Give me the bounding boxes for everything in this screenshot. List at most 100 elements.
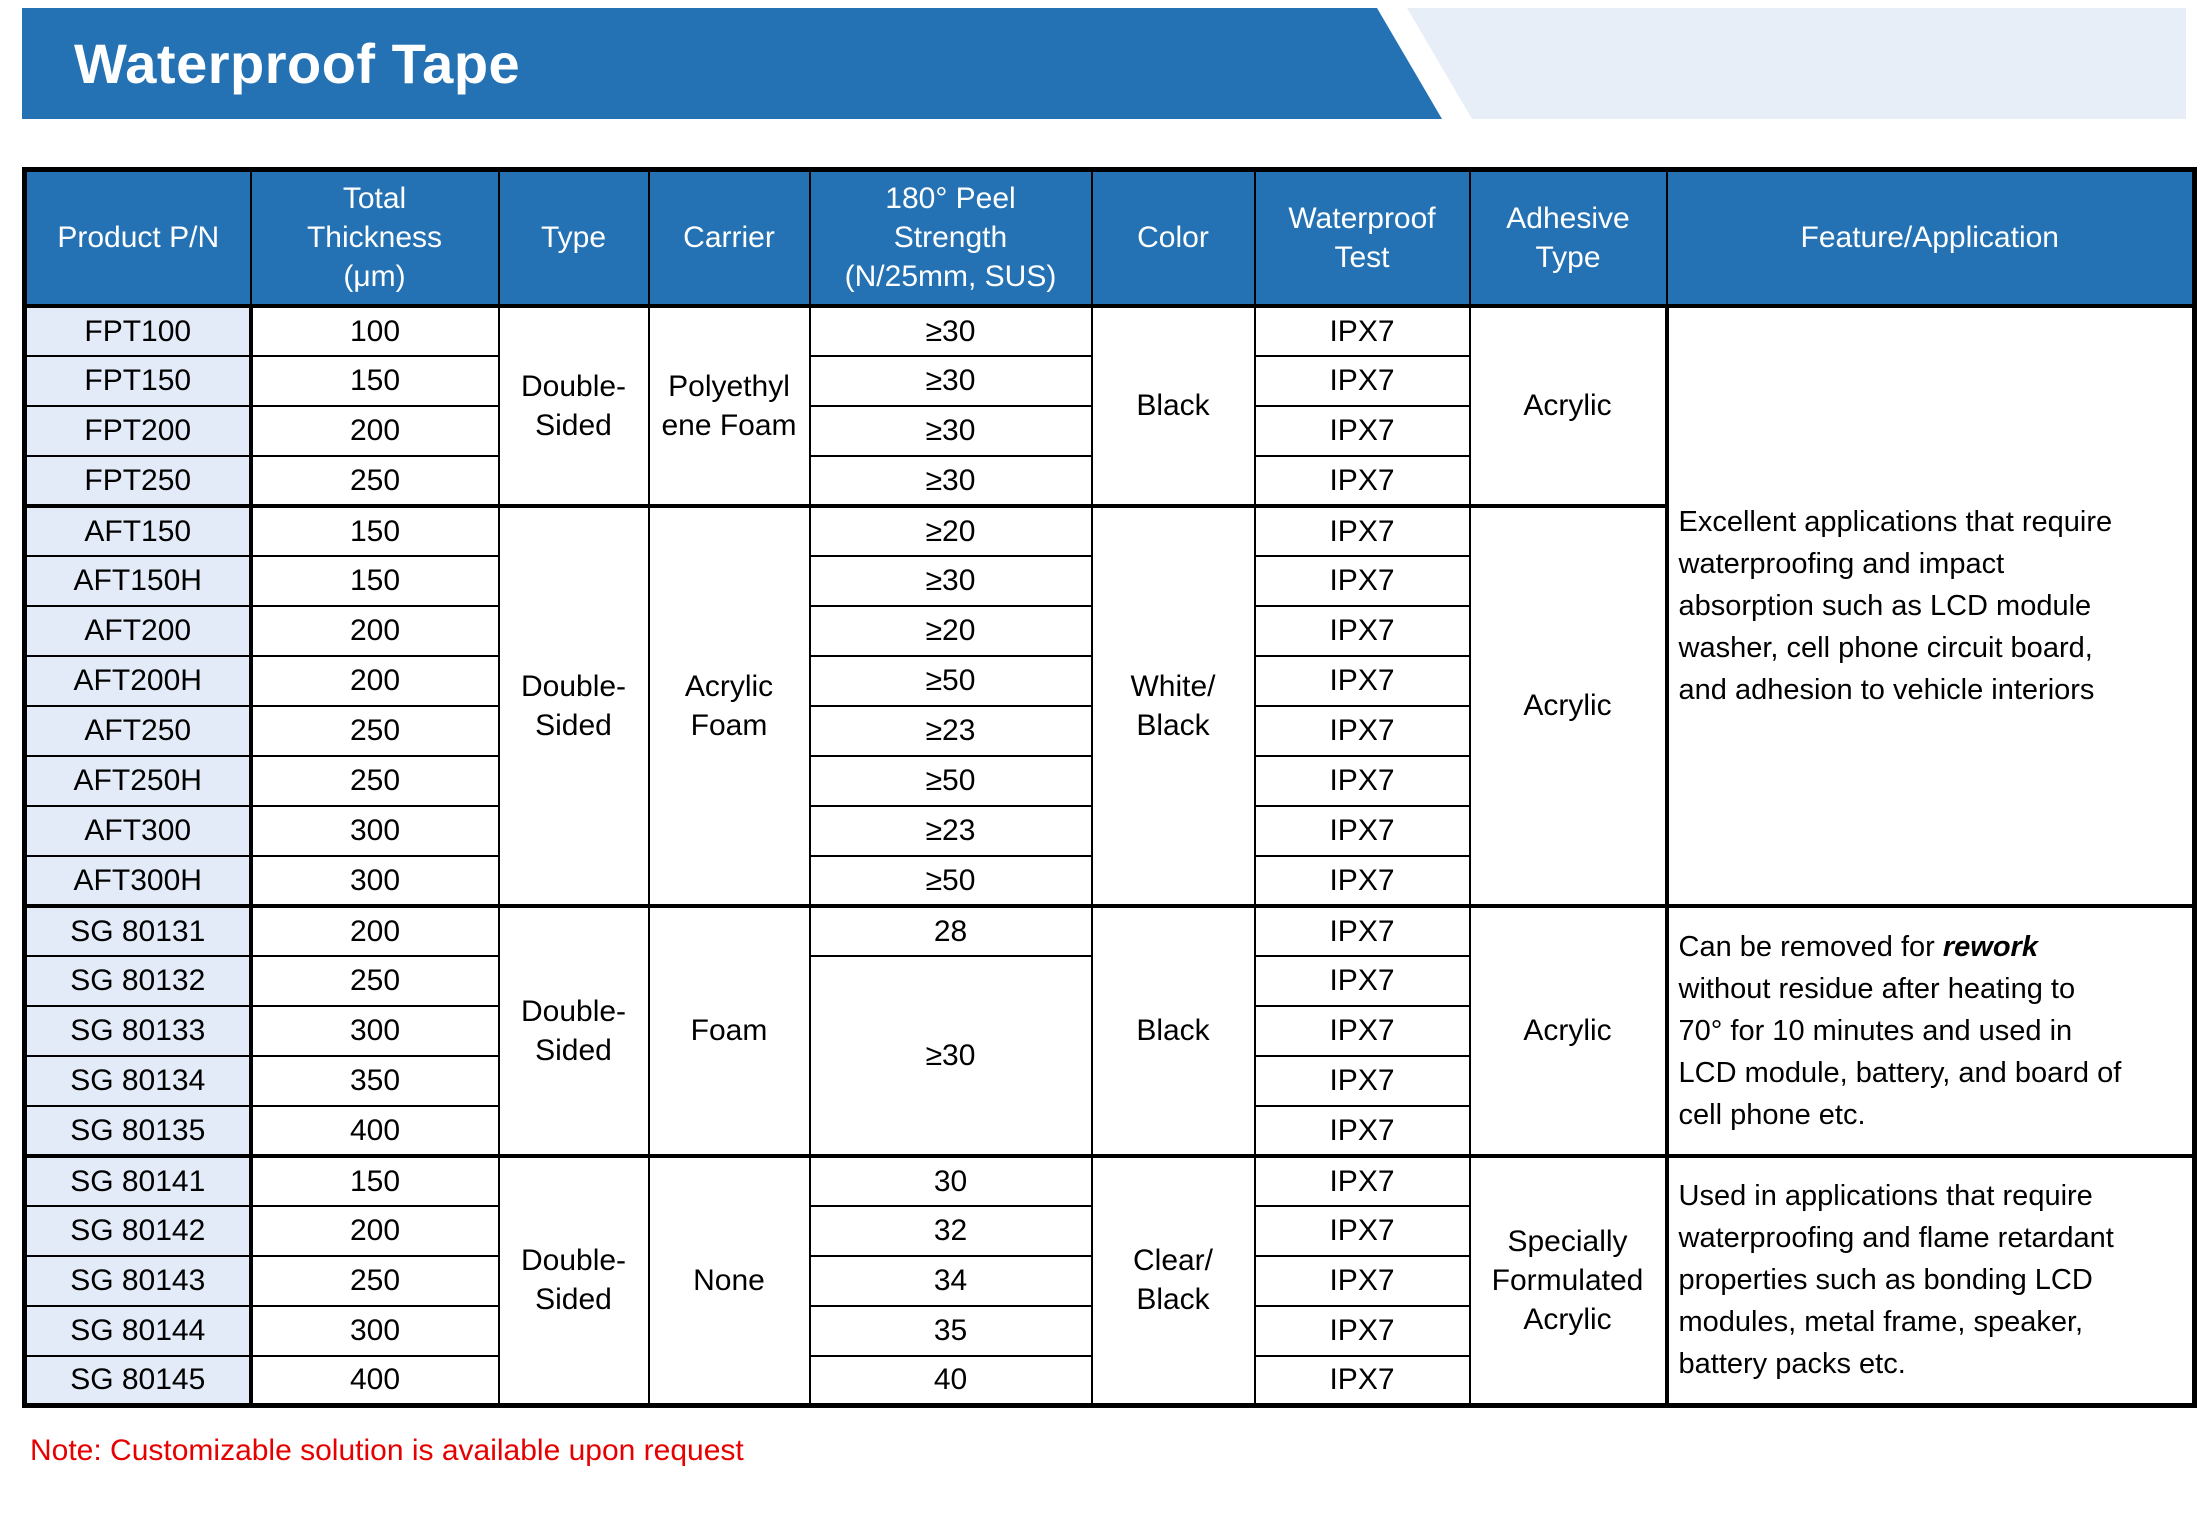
feature-text: Used in applications that require waterp… xyxy=(1678,1180,2114,1381)
table-row: AFT300 300 ≥23 IPX7 xyxy=(23,804,2195,857)
cell-waterproof-test: IPX7 xyxy=(1253,804,1471,857)
cell-waterproof-test: IPX7 xyxy=(1253,854,1471,907)
cell-thickness: 200 xyxy=(249,604,500,657)
table-row: AFT200H 200 ≥50 IPX7 xyxy=(23,654,2195,707)
cell-waterproof-test: IPX7 xyxy=(1253,354,1471,407)
cell-type: Double- Sided xyxy=(497,304,650,507)
cell-peel: ≥20 xyxy=(808,503,1093,557)
cell-waterproof-test: IPX7 xyxy=(1253,1204,1471,1257)
cell-product-pn: SG 80144 xyxy=(23,1304,253,1357)
cell-color: Clear/ Black xyxy=(1090,1153,1256,1407)
banner-accent-strip xyxy=(1407,8,2186,119)
cell-type: Double- Sided xyxy=(497,503,650,907)
cell-waterproof-test: IPX7 xyxy=(1253,554,1471,607)
cell-adhesive: Acrylic xyxy=(1468,304,1668,507)
cell-product-pn: FPT100 xyxy=(23,304,253,357)
cell-thickness: 250 xyxy=(249,1254,500,1307)
cell-thickness: 200 xyxy=(249,404,500,457)
cell-waterproof-test: IPX7 xyxy=(1253,1104,1471,1157)
cell-peel: ≥50 xyxy=(808,754,1093,807)
cell-waterproof-test: IPX7 xyxy=(1253,604,1471,657)
cell-waterproof-test: IPX7 xyxy=(1253,1254,1471,1307)
cell-peel: ≥30 xyxy=(808,354,1093,407)
table-row: FPT250 250 ≥30 IPX7 xyxy=(23,454,2195,507)
cell-product-pn: AFT200H xyxy=(23,654,253,707)
cell-thickness: 250 xyxy=(249,954,500,1007)
cell-peel: 34 xyxy=(808,1254,1093,1307)
column-header-waterproof-test: Waterproof Test xyxy=(1253,168,1471,308)
cell-feature-application: Used in applications that require waterp… xyxy=(1664,1153,2196,1407)
cell-product-pn: AFT300 xyxy=(23,804,253,857)
cell-product-pn: SG 80143 xyxy=(23,1254,253,1307)
cell-waterproof-test: IPX7 xyxy=(1253,754,1471,807)
cell-product-pn: AFT150 xyxy=(23,503,253,557)
cell-waterproof-test: IPX7 xyxy=(1253,903,1471,957)
cell-peel: ≥30 xyxy=(808,454,1093,507)
cell-product-pn: AFT300H xyxy=(23,854,253,907)
cell-feature-application: Can be removed for rework without residu… xyxy=(1664,903,2196,1157)
cell-peel: ≥23 xyxy=(808,704,1093,757)
cell-feature-application: Excellent applications that require wate… xyxy=(1664,304,2196,907)
cell-thickness: 200 xyxy=(249,1204,500,1257)
cell-peel: ≥50 xyxy=(808,654,1093,707)
cell-waterproof-test: IPX7 xyxy=(1253,704,1471,757)
cell-adhesive: Specially Formulated Acrylic xyxy=(1468,1153,1668,1407)
cell-thickness: 150 xyxy=(249,1153,500,1207)
cell-adhesive: Acrylic xyxy=(1468,903,1668,1157)
cell-thickness: 100 xyxy=(249,304,500,357)
cell-peel: 32 xyxy=(808,1204,1093,1257)
page-title: Waterproof Tape xyxy=(74,32,521,95)
cell-color: Black xyxy=(1090,903,1256,1157)
cell-product-pn: SG 80131 xyxy=(23,903,253,957)
cell-waterproof-test: IPX7 xyxy=(1253,404,1471,457)
cell-color: Black xyxy=(1090,304,1256,507)
cell-thickness: 400 xyxy=(249,1354,500,1407)
cell-waterproof-test: IPX7 xyxy=(1253,304,1471,357)
banner-blue-shape xyxy=(22,8,1442,119)
cell-product-pn: SG 80133 xyxy=(23,1004,253,1057)
table-row: SG 80132 250 ≥30 IPX7 xyxy=(23,954,2195,1157)
table-row: AFT250H 250 ≥50 IPX7 xyxy=(23,754,2195,807)
cell-thickness: 250 xyxy=(249,454,500,507)
cell-thickness: 300 xyxy=(249,1004,500,1057)
table-row: FPT200 200 ≥30 IPX7 xyxy=(23,404,2195,457)
cell-carrier: Polyethyl ene Foam xyxy=(647,304,811,507)
table-row: SG 80133 300 IPX7 xyxy=(23,1004,2195,1057)
cell-peel: 30 xyxy=(808,1153,1093,1207)
cell-waterproof-test: IPX7 xyxy=(1253,1304,1471,1357)
cell-type: Double- Sided xyxy=(497,1153,650,1407)
cell-waterproof-test: IPX7 xyxy=(1253,503,1471,557)
cell-waterproof-test: IPX7 xyxy=(1253,454,1471,507)
table-row: AFT250 250 ≥23 IPX7 xyxy=(23,704,2195,757)
cell-peel: ≥30 xyxy=(808,554,1093,607)
cell-waterproof-test: IPX7 xyxy=(1253,1354,1471,1407)
column-header-adhesive-type: Adhesive Type xyxy=(1468,168,1668,308)
column-header-peel-strength: 180° Peel Strength (N/25mm, SUS) xyxy=(808,168,1093,308)
cell-carrier: None xyxy=(647,1153,811,1407)
cell-type: Double- Sided xyxy=(497,903,650,1157)
column-header-color: Color xyxy=(1090,168,1256,308)
cell-thickness: 200 xyxy=(249,903,500,957)
cell-product-pn: FPT150 xyxy=(23,354,253,407)
cell-thickness: 300 xyxy=(249,804,500,857)
cell-thickness: 250 xyxy=(249,754,500,807)
table-row: AFT200 200 ≥20 IPX7 xyxy=(23,604,2195,657)
cell-peel: 28 xyxy=(808,903,1093,957)
column-header-type: Type xyxy=(497,168,650,308)
cell-product-pn: AFT150H xyxy=(23,554,253,607)
cell-peel: ≥30 xyxy=(808,954,1093,1157)
cell-thickness: 250 xyxy=(249,704,500,757)
cell-thickness: 350 xyxy=(249,1054,500,1107)
cell-product-pn: AFT250 xyxy=(23,704,253,757)
cell-peel: 35 xyxy=(808,1304,1093,1357)
table-row: SG 80145 400 40 IPX7 xyxy=(23,1354,2195,1407)
cell-adhesive: Acrylic xyxy=(1468,503,1668,907)
cell-product-pn: SG 80141 xyxy=(23,1153,253,1207)
column-header-product-pn: Product P/N xyxy=(23,168,252,308)
cell-peel: ≥23 xyxy=(808,804,1093,857)
table-row: SG 80142 200 32 IPX7 xyxy=(23,1204,2195,1257)
note: Note: Customizable solution is available… xyxy=(30,1434,744,1467)
cell-waterproof-test: IPX7 xyxy=(1253,954,1471,1007)
table-row: SG 80131 200 Double- Sided Foam 28 Black… xyxy=(23,903,2196,1157)
cell-thickness: 150 xyxy=(249,354,500,407)
